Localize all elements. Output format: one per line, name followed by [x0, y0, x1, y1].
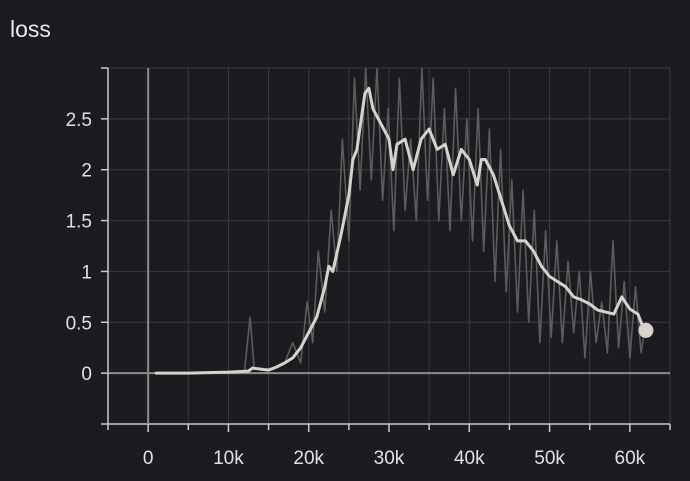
- x-tick-label: 10k: [213, 448, 244, 469]
- x-tick-label: 20k: [293, 448, 324, 469]
- x-ticks: 0 10k 20k 30k 40k 50k 60k: [107, 424, 671, 469]
- x-tick-label: 40k: [454, 448, 485, 469]
- x-tick-label: 50k: [534, 448, 565, 469]
- smoothed-loss-line: [154, 86, 648, 375]
- last-point-marker: [638, 322, 654, 338]
- y-tick-label: 2.5: [66, 110, 92, 131]
- y-tick-label: 0.5: [66, 313, 92, 334]
- x-tick-label: 60k: [615, 448, 646, 469]
- y-tick-label: 2: [81, 161, 92, 182]
- x-tick-label: 0: [143, 448, 154, 469]
- raw-loss-line: [155, 68, 647, 374]
- chart-title: loss: [10, 16, 51, 42]
- y-ticks: 0 0.5 1 1.5 2 2.5: [66, 67, 108, 425]
- y-tick-label: 0: [81, 364, 92, 385]
- y-tick-label: 1.5: [66, 212, 92, 233]
- x-tick-label: 30k: [374, 448, 405, 469]
- y-tick-label: 1: [81, 262, 92, 283]
- grid: [108, 67, 671, 424]
- series-layer: [154, 68, 648, 375]
